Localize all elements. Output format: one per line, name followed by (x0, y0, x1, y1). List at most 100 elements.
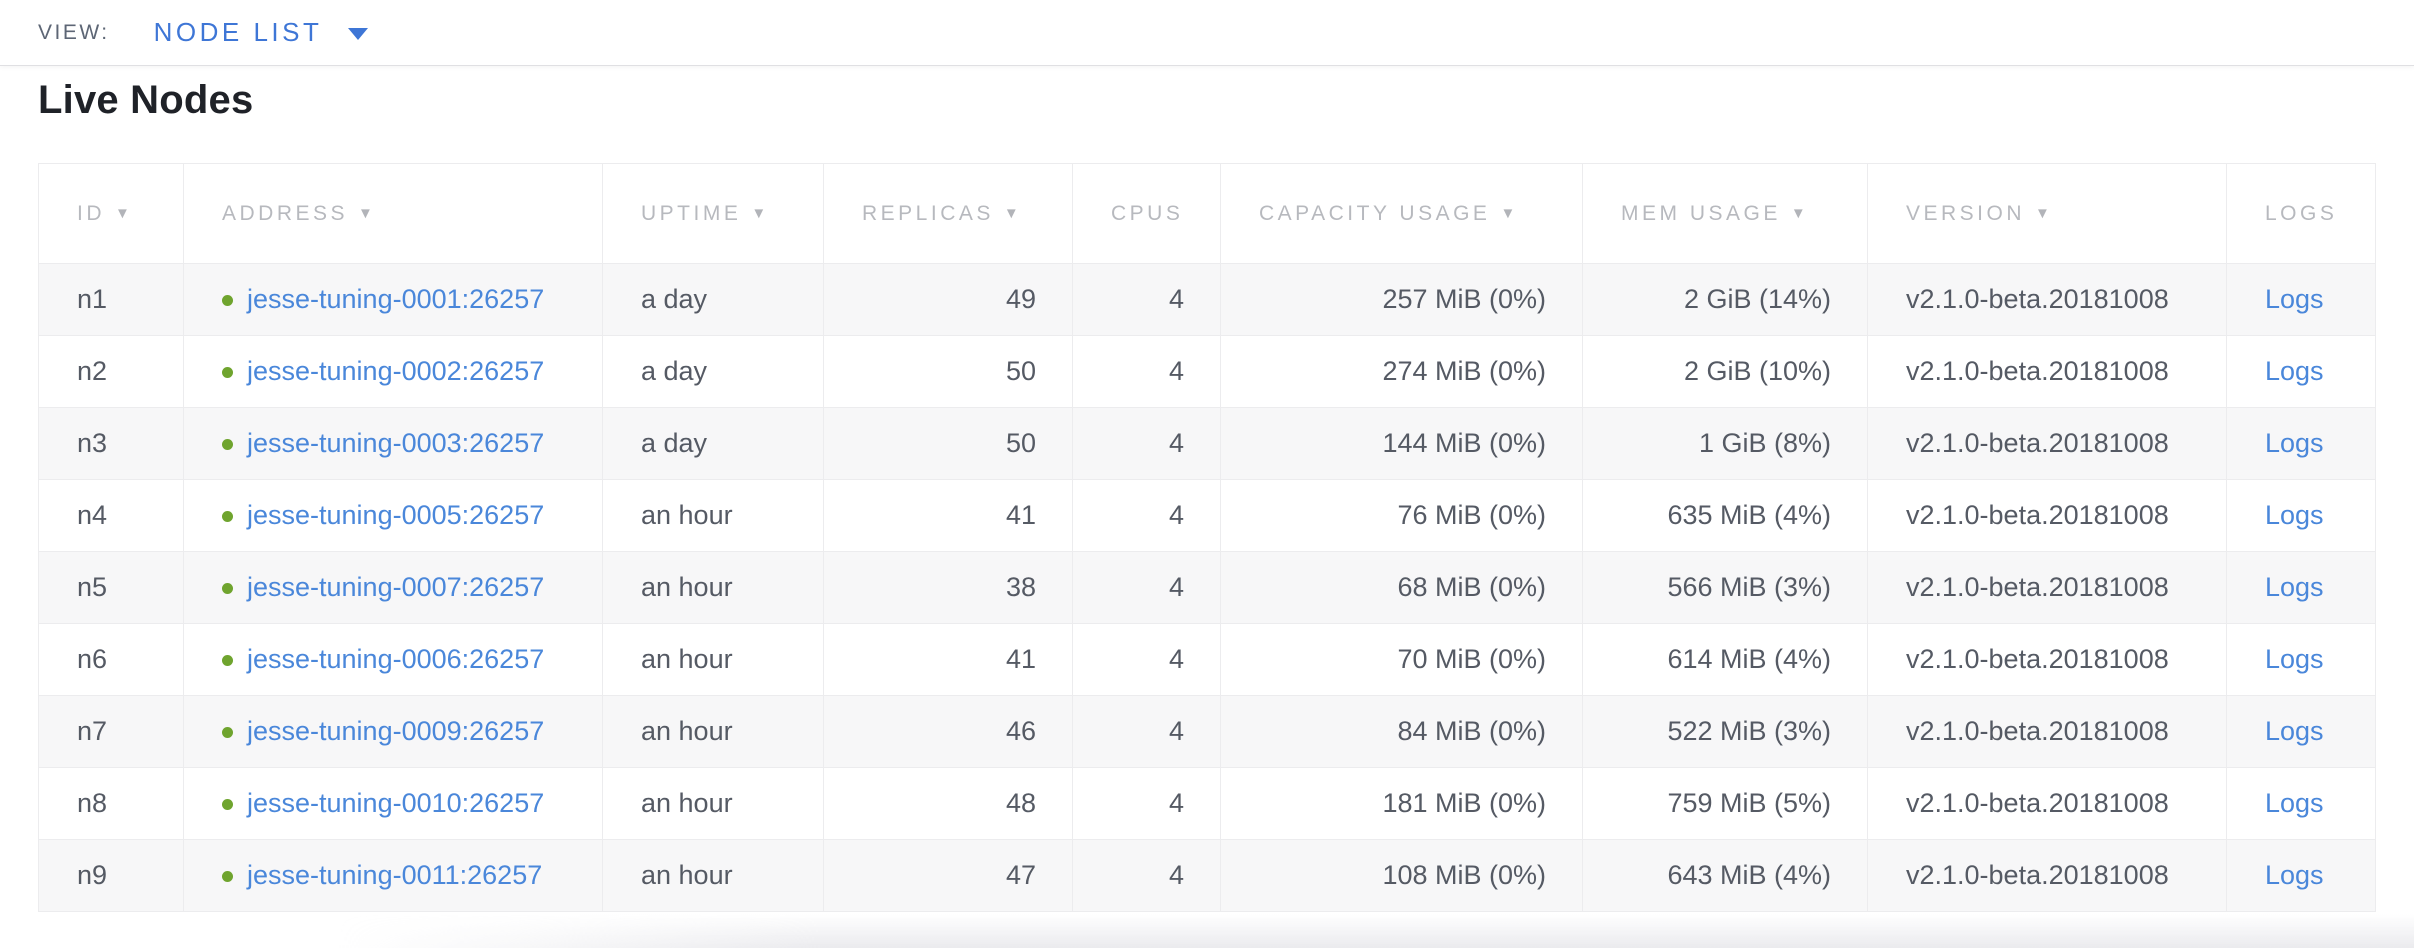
view-bar: VIEW: NODE LIST (0, 0, 2414, 66)
replicas-cell: 50 (823, 335, 1073, 408)
version-cell: v2.1.0-beta.20181008 (1867, 767, 2227, 840)
logs-cell: Logs (2226, 695, 2376, 768)
logs-link[interactable]: Logs (2265, 572, 2324, 602)
view-selector-dropdown[interactable]: NODE LIST (154, 17, 369, 48)
logs-cell: Logs (2226, 407, 2376, 480)
node-id-cell: n7 (38, 695, 184, 768)
logs-link[interactable]: Logs (2265, 788, 2324, 818)
node-address-link[interactable]: jesse-tuning-0009:26257 (247, 716, 545, 746)
node-address-link[interactable]: jesse-tuning-0003:26257 (247, 428, 545, 458)
logs-link[interactable]: Logs (2265, 860, 2324, 890)
replicas-cell: 41 (823, 479, 1073, 552)
column-header-label: MEM USAGE (1621, 201, 1781, 225)
cpus-cell: 4 (1072, 407, 1221, 480)
mem-usage-cell: 759 MiB (5%) (1582, 767, 1868, 840)
logs-link[interactable]: Logs (2265, 356, 2324, 386)
table-row: n7 jesse-tuning-0009:26257 an hour 46 4 … (38, 695, 2376, 768)
table-row: n5 jesse-tuning-0007:26257 an hour 38 4 … (38, 551, 2376, 624)
node-address-link[interactable]: jesse-tuning-0001:26257 (247, 284, 545, 314)
mem-usage-cell: 566 MiB (3%) (1582, 551, 1868, 624)
column-header-replicas[interactable]: REPLICAS ▼ (823, 163, 1073, 264)
node-address-link[interactable]: jesse-tuning-0010:26257 (247, 788, 545, 818)
column-header-label: UPTIME (641, 201, 742, 225)
column-header-label: REPLICAS (862, 201, 994, 225)
logs-cell: Logs (2226, 263, 2376, 336)
node-id-cell: n8 (38, 767, 184, 840)
node-address-cell: jesse-tuning-0001:26257 (183, 263, 603, 336)
node-address-cell: jesse-tuning-0003:26257 (183, 407, 603, 480)
column-header-id[interactable]: ID ▼ (38, 163, 184, 264)
column-header-label: VERSION (1906, 201, 2026, 225)
sort-desc-icon: ▼ (1003, 204, 1019, 222)
uptime-cell: an hour (602, 767, 824, 840)
logs-link[interactable]: Logs (2265, 644, 2324, 674)
mem-usage-cell: 614 MiB (4%) (1582, 623, 1868, 696)
node-address-link[interactable]: jesse-tuning-0002:26257 (247, 356, 545, 386)
capacity-usage-cell: 84 MiB (0%) (1220, 695, 1583, 768)
capacity-usage-cell: 144 MiB (0%) (1220, 407, 1583, 480)
replicas-cell: 49 (823, 263, 1073, 336)
version-cell: v2.1.0-beta.20181008 (1867, 839, 2227, 912)
sort-desc-icon: ▼ (2035, 204, 2050, 222)
column-header-label: ID (77, 201, 105, 225)
capacity-usage-cell: 76 MiB (0%) (1220, 479, 1583, 552)
cpus-cell: 4 (1072, 551, 1221, 624)
replicas-cell: 46 (823, 695, 1073, 768)
table-row: n1 jesse-tuning-0001:26257 a day 49 4 25… (38, 263, 2376, 336)
column-header-version[interactable]: VERSION ▼ (1867, 163, 2227, 264)
node-address-link[interactable]: jesse-tuning-0006:26257 (247, 644, 545, 674)
mem-usage-cell: 522 MiB (3%) (1582, 695, 1868, 768)
capacity-usage-cell: 70 MiB (0%) (1220, 623, 1583, 696)
view-selector-value[interactable]: NODE LIST (153, 17, 323, 47)
column-header-label: CAPACITY USAGE (1259, 201, 1491, 225)
node-address-cell: jesse-tuning-0007:26257 (183, 551, 603, 624)
sort-desc-icon: ▼ (1790, 204, 1806, 222)
node-live-status-icon (222, 583, 233, 594)
table-row: n2 jesse-tuning-0002:26257 a day 50 4 27… (38, 335, 2376, 408)
node-live-status-icon (222, 871, 233, 882)
node-address-cell: jesse-tuning-0011:26257 (183, 839, 603, 912)
page-title: Live Nodes (38, 78, 254, 122)
logs-link[interactable]: Logs (2265, 428, 2324, 458)
logs-link[interactable]: Logs (2265, 500, 2324, 530)
node-id-cell: n9 (38, 839, 184, 912)
uptime-cell: an hour (602, 695, 824, 768)
table-row: n4 jesse-tuning-0005:26257 an hour 41 4 … (38, 479, 2376, 552)
node-address-link[interactable]: jesse-tuning-0007:26257 (247, 572, 545, 602)
column-header-uptime[interactable]: UPTIME ▼ (602, 163, 824, 264)
column-header-label: ADDRESS (222, 201, 349, 225)
capacity-usage-cell: 108 MiB (0%) (1220, 839, 1583, 912)
capacity-usage-cell: 181 MiB (0%) (1220, 767, 1583, 840)
node-address-cell: jesse-tuning-0005:26257 (183, 479, 603, 552)
column-header-capacity-usage[interactable]: CAPACITY USAGE ▼ (1220, 163, 1583, 264)
uptime-cell: an hour (602, 839, 824, 912)
replicas-cell: 48 (823, 767, 1073, 840)
logs-cell: Logs (2226, 479, 2376, 552)
cpus-cell: 4 (1072, 263, 1221, 336)
node-live-status-icon (222, 439, 233, 450)
column-header-mem-usage[interactable]: MEM USAGE ▼ (1582, 163, 1868, 264)
mem-usage-cell: 1 GiB (8%) (1582, 407, 1868, 480)
cpus-cell: 4 (1072, 623, 1221, 696)
node-id-cell: n5 (38, 551, 184, 624)
dropdown-caret-icon (348, 28, 369, 40)
version-cell: v2.1.0-beta.20181008 (1867, 335, 2227, 408)
uptime-cell: a day (602, 407, 824, 480)
table-header-row: ID ▼ ADDRESS ▼ UPTIME ▼ REPLICAS ▼ CPUS CAPA… (38, 163, 2376, 264)
logs-link[interactable]: Logs (2265, 716, 2324, 746)
node-id-cell: n4 (38, 479, 184, 552)
cpus-cell: 4 (1072, 839, 1221, 912)
node-address-link[interactable]: jesse-tuning-0011:26257 (247, 860, 543, 890)
column-header-address[interactable]: ADDRESS ▼ (183, 163, 603, 264)
version-cell: v2.1.0-beta.20181008 (1867, 479, 2227, 552)
node-live-status-icon (222, 727, 233, 738)
logs-cell: Logs (2226, 839, 2376, 912)
uptime-cell: an hour (602, 623, 824, 696)
node-address-link[interactable]: jesse-tuning-0005:26257 (247, 500, 545, 530)
cpus-cell: 4 (1072, 479, 1221, 552)
logs-link[interactable]: Logs (2265, 284, 2324, 314)
capacity-usage-cell: 257 MiB (0%) (1220, 263, 1583, 336)
cpus-cell: 4 (1072, 695, 1221, 768)
uptime-cell: a day (602, 335, 824, 408)
sort-desc-icon: ▼ (751, 204, 767, 222)
